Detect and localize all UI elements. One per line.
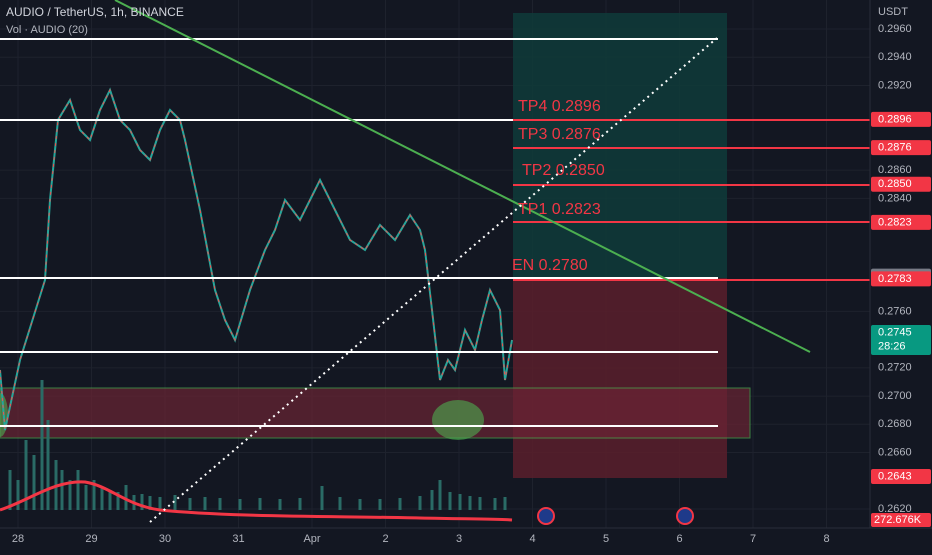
- price-tick-label: 0.2680: [878, 418, 912, 430]
- dotted-line: [149, 37, 718, 523]
- event-icon[interactable]: [676, 507, 694, 525]
- price-tag-label: 0.2745: [878, 326, 912, 338]
- time-tick-label: Apr: [303, 533, 320, 545]
- level-label: TP3 0.2876: [518, 126, 601, 143]
- grid: [0, 0, 870, 528]
- price-tag-label: 0.2876: [878, 141, 912, 153]
- axis-unit: USDT: [878, 6, 908, 18]
- time-tick-label: 30: [159, 533, 171, 545]
- time-tick-label: 5: [603, 533, 609, 545]
- event-icon[interactable]: [537, 507, 555, 525]
- time-tick-label: 3: [456, 533, 462, 545]
- highlight-circle: [432, 400, 484, 440]
- dynamic-layer: 0.2960 0.2940 0.2920 0.2860 0.2840 0.2760 0.27…: [12, 23, 931, 545]
- price-tag: [871, 469, 931, 485]
- time-tick-label: 8: [823, 533, 829, 545]
- level-label: TP1 0.2823: [518, 201, 601, 218]
- level-label: TP2 0.2850: [522, 162, 605, 179]
- time-tick-label: 4: [529, 533, 535, 545]
- price-tick-label: 0.2960: [878, 23, 912, 35]
- time-tick-label: 28: [12, 533, 24, 545]
- price-tag: [871, 111, 931, 127]
- level-label: TP4 0.2896: [518, 98, 601, 115]
- time-tick-label: 31: [232, 533, 244, 545]
- price-tick-label: 0.2920: [878, 79, 912, 91]
- price-tag: [871, 325, 931, 356]
- time-tick-label: 6: [676, 533, 682, 545]
- countdown: 28:26: [878, 340, 906, 352]
- level-label: EN 0.2780: [512, 257, 588, 274]
- price-tick-label: 0.2660: [878, 446, 912, 458]
- price-tick-label: 0.2760: [878, 305, 912, 317]
- price-tick-label: 0.2840: [878, 192, 912, 204]
- price-tick-label: 0.2700: [878, 390, 912, 402]
- price-tag-label: 0.2783: [878, 273, 912, 285]
- price-tick-label: 0.2720: [878, 362, 912, 374]
- profit-zone: [513, 13, 727, 278]
- price-tag-label: 0.2850: [878, 178, 912, 190]
- trend-line: [114, 0, 811, 353]
- time-tick-label: 29: [85, 533, 97, 545]
- price-tag-label: 0.2896: [878, 113, 912, 125]
- time-tick-label: 7: [750, 533, 756, 545]
- volume-bars: [8, 380, 507, 510]
- symbol-title: AUDIO / TetherUS, 1h, BINANCE: [6, 5, 184, 19]
- price-tag: [871, 214, 931, 230]
- price-tag-label: 0.2823: [878, 216, 912, 228]
- price-tick-label: 0.2860: [878, 164, 912, 176]
- time-tick-label: 2: [382, 533, 388, 545]
- volume-tag: [871, 513, 931, 527]
- volume-ma: [0, 480, 513, 522]
- price-line-down: [0, 88, 513, 431]
- price-tag: [871, 271, 931, 287]
- price-tag-label: 0.2643: [878, 470, 912, 482]
- volume-tag-label: 272.676K: [874, 514, 922, 526]
- price-tag: [871, 140, 931, 156]
- price-tick-label: 0.2940: [878, 51, 912, 63]
- support-zone: [0, 387, 751, 439]
- loss-zone: [513, 278, 727, 478]
- indicator-title: Vol · AUDIO (20): [6, 24, 88, 36]
- price-tick-label: 0.2620: [878, 503, 912, 515]
- price-tag: [871, 176, 931, 192]
